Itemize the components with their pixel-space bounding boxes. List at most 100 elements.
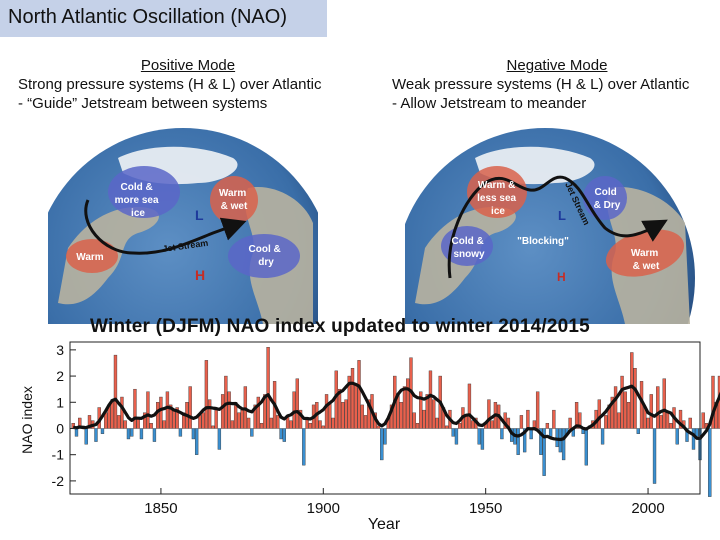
nao-bar bbox=[415, 423, 420, 429]
nao-bar bbox=[276, 415, 280, 429]
nao-bar bbox=[113, 354, 118, 429]
nao-bar bbox=[204, 360, 209, 429]
nao-bar bbox=[230, 420, 235, 429]
x-tick-label: 1900 bbox=[307, 500, 340, 517]
nao-bar bbox=[175, 407, 179, 429]
nao-bar bbox=[402, 386, 407, 429]
nao-bar bbox=[412, 412, 416, 429]
x-tick-label: 1950 bbox=[469, 500, 502, 517]
nao-bar bbox=[665, 412, 670, 429]
x-axis: 1850 1900 1950 2000 bbox=[144, 488, 665, 517]
cold-label: Cold & more sea ice bbox=[115, 182, 162, 219]
nao-bar bbox=[295, 378, 299, 429]
nao-bar bbox=[214, 409, 218, 429]
chart-title: Winter (DJFM) NAO index updated to winte… bbox=[90, 316, 590, 337]
y-tick-label: 3 bbox=[56, 342, 64, 358]
positive-mode-heading: Positive Mode bbox=[140, 57, 236, 74]
positive-mode-line-1: Strong pressure systems (H & L) over Atl… bbox=[18, 76, 322, 93]
nao-bar bbox=[406, 378, 410, 429]
slide-title: North Atlantic Oscillation (NAO) bbox=[8, 6, 287, 28]
nao-bar bbox=[169, 404, 173, 429]
nao-bar bbox=[188, 386, 192, 429]
nao-bar bbox=[526, 409, 530, 429]
nao-bar bbox=[354, 383, 358, 429]
nao-bar bbox=[253, 404, 257, 429]
nao-bar bbox=[454, 428, 459, 445]
nao-bar bbox=[130, 428, 134, 437]
nao-bar bbox=[422, 409, 426, 429]
slide-title-box: North Atlantic Oscillation (NAO) bbox=[0, 0, 327, 37]
warm-less-ice-label: Warm & less sea ice bbox=[477, 180, 519, 217]
y-axis: -2 -1 0 1 2 3 bbox=[52, 342, 76, 489]
nao-bar bbox=[308, 423, 312, 429]
nao-bar bbox=[659, 415, 663, 429]
y-tick-label: -2 bbox=[52, 473, 65, 489]
nao-bar bbox=[259, 423, 264, 429]
nao-bar bbox=[227, 391, 231, 429]
nao-bar bbox=[347, 375, 351, 429]
nao-index-chart: -2 -1 0 1 2 3 1850 1900 1950 2000 NAO index Year bbox=[19, 341, 720, 533]
nao-bar bbox=[597, 399, 601, 429]
nao-bar bbox=[428, 370, 433, 429]
meandering-jet-stream bbox=[447, 175, 668, 279]
nao-bar bbox=[649, 394, 653, 429]
nao-bar bbox=[84, 428, 88, 445]
nao-bar bbox=[240, 409, 244, 429]
nao-bar bbox=[289, 420, 293, 429]
nao-bar bbox=[282, 428, 286, 442]
nao-bar bbox=[133, 388, 137, 429]
nao-bar bbox=[328, 402, 332, 429]
nao-bar bbox=[350, 368, 355, 429]
negative-mode-line-2: - Allow Jetstream to meander bbox=[392, 95, 587, 112]
nao-bar bbox=[435, 417, 439, 429]
nao-bar bbox=[545, 423, 550, 429]
warm-wet-blob bbox=[210, 176, 258, 224]
nao-bar bbox=[542, 428, 546, 476]
warm-wet-label: Warm & wet bbox=[631, 248, 661, 272]
nao-bar bbox=[652, 428, 657, 484]
nao-bar bbox=[302, 428, 306, 466]
blocking-label: "Blocking" bbox=[517, 236, 569, 247]
nao-bar bbox=[162, 420, 166, 429]
nao-bar bbox=[269, 417, 274, 429]
nao-bar bbox=[201, 412, 205, 429]
nao-bar bbox=[207, 399, 212, 429]
nao-bar bbox=[617, 412, 621, 429]
nao-bar bbox=[646, 417, 650, 429]
nao-bar bbox=[613, 386, 618, 429]
nao-bar bbox=[480, 428, 485, 450]
nao-bar bbox=[451, 428, 455, 437]
nao-bar bbox=[159, 396, 163, 429]
nao-bar bbox=[471, 420, 475, 429]
nao-bar bbox=[149, 423, 153, 429]
cold-dry-blob bbox=[583, 176, 627, 220]
positive-mode-globe: Cold & more sea ice Warm & wet Warm Cool… bbox=[48, 128, 318, 324]
nao-bar bbox=[376, 425, 381, 429]
nao-bar bbox=[191, 428, 196, 440]
y-tick-label: 0 bbox=[56, 420, 64, 436]
cool-dry-blob bbox=[228, 234, 300, 278]
nao-bar bbox=[574, 402, 579, 429]
nao-bar bbox=[331, 417, 335, 429]
nao-bar bbox=[425, 394, 429, 429]
nao-bar bbox=[100, 428, 105, 434]
nao-bar bbox=[367, 399, 371, 429]
nao-bar bbox=[578, 412, 582, 429]
nao-bar bbox=[519, 415, 524, 429]
nao-bar bbox=[156, 402, 160, 429]
plot-frame bbox=[69, 341, 701, 495]
nao-bar bbox=[711, 375, 715, 429]
nao-bar bbox=[87, 415, 92, 429]
nao-bar bbox=[152, 428, 157, 442]
y-tick-label: 2 bbox=[56, 368, 64, 384]
nao-bar bbox=[610, 396, 614, 429]
nao-bar bbox=[678, 409, 683, 429]
nao-bar bbox=[633, 368, 637, 429]
nao-bar bbox=[292, 391, 296, 429]
nao-bar bbox=[399, 402, 403, 429]
warm-label: Warm bbox=[76, 252, 104, 263]
nao-bar bbox=[211, 425, 215, 429]
nao-bar bbox=[120, 396, 124, 429]
nao-bar bbox=[220, 394, 225, 429]
nao-bar bbox=[630, 352, 634, 429]
